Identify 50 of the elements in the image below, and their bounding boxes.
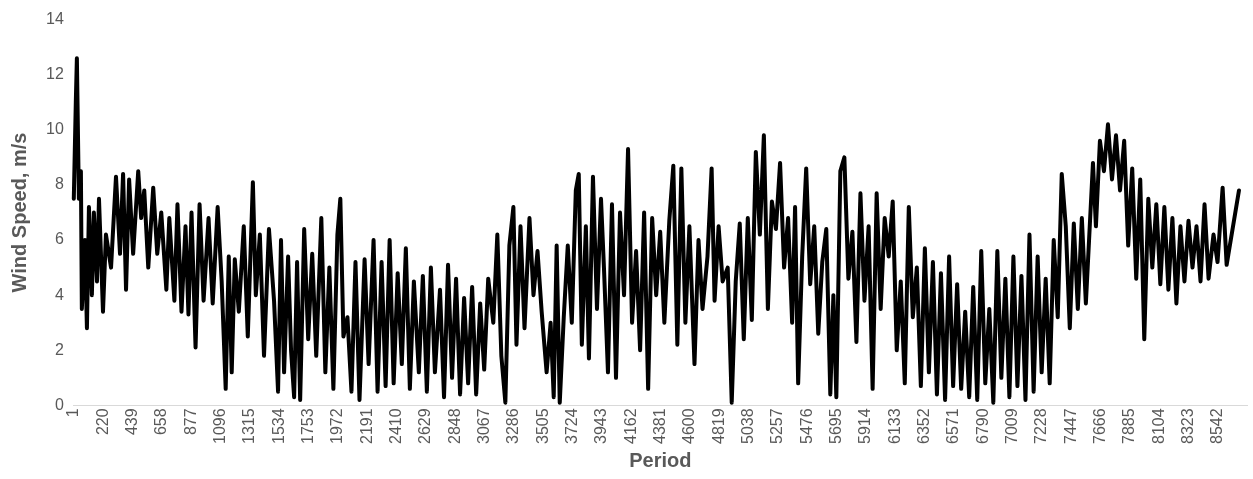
- x-tick-label: 6790: [973, 408, 991, 444]
- x-tick-label: 4381: [650, 408, 668, 444]
- x-tick-label: 8323: [1178, 408, 1196, 444]
- x-tick-label: 658: [152, 408, 170, 436]
- x-tick-label: 1315: [240, 408, 258, 444]
- x-tick-label: 2629: [416, 408, 434, 444]
- x-tick-label: 6352: [914, 408, 932, 444]
- x-tick-label: 1534: [269, 408, 287, 444]
- x-tick-label: 5257: [768, 408, 786, 444]
- x-tick-label: 3943: [592, 408, 610, 444]
- y-tick-label: 0: [54, 395, 64, 413]
- x-tick-label: 3067: [474, 408, 492, 444]
- y-tick-label: 14: [46, 10, 64, 28]
- x-tick-label: 5695: [826, 408, 844, 444]
- x-tick-label: 6571: [944, 408, 962, 444]
- y-tick-label: 6: [54, 230, 64, 248]
- x-tick-label: 1: [64, 408, 82, 418]
- x-tick-label: 220: [93, 408, 111, 436]
- y-tick-label: 8: [54, 175, 64, 193]
- x-tick-label: 439: [122, 408, 140, 436]
- x-tick-label: 8542: [1208, 408, 1226, 444]
- x-tick-label: 4162: [621, 408, 639, 444]
- x-tick-label: 1753: [298, 408, 316, 444]
- x-tick-label: 7447: [1061, 408, 1079, 444]
- x-tick-label: 2191: [357, 408, 375, 444]
- x-tick-label: 3505: [533, 408, 551, 444]
- y-axis-title: Wind Speed, m/s: [7, 132, 30, 293]
- x-tick-label: 4600: [680, 408, 698, 444]
- y-tick-label: 2: [54, 340, 64, 358]
- x-tick-label: 6133: [885, 408, 903, 444]
- x-tick-label: 7666: [1090, 408, 1108, 444]
- x-tick-label: 4819: [709, 408, 727, 444]
- x-tick-label: 7885: [1120, 408, 1138, 444]
- x-tick-label: 8104: [1149, 408, 1167, 444]
- x-tick-label: 5476: [797, 408, 815, 444]
- x-tick-label: 7228: [1032, 408, 1050, 444]
- x-tick-label: 1096: [210, 408, 228, 444]
- x-tick-label: 3286: [504, 408, 522, 444]
- y-tick-label: 10: [46, 120, 64, 138]
- x-tick-label: 5914: [856, 408, 874, 444]
- x-tick-label: 2848: [445, 408, 463, 444]
- x-tick-label: 5038: [738, 408, 756, 444]
- y-tick-label: 12: [46, 65, 64, 83]
- x-tick-label: 1972: [328, 408, 346, 444]
- x-tick-label: 3724: [562, 408, 580, 444]
- x-tick-label: 2410: [386, 408, 404, 444]
- x-tick-label: 877: [181, 408, 199, 436]
- y-tick-label: 4: [54, 285, 64, 303]
- x-tick-label: 7009: [1002, 408, 1020, 444]
- x-axis-title: Period: [629, 448, 692, 471]
